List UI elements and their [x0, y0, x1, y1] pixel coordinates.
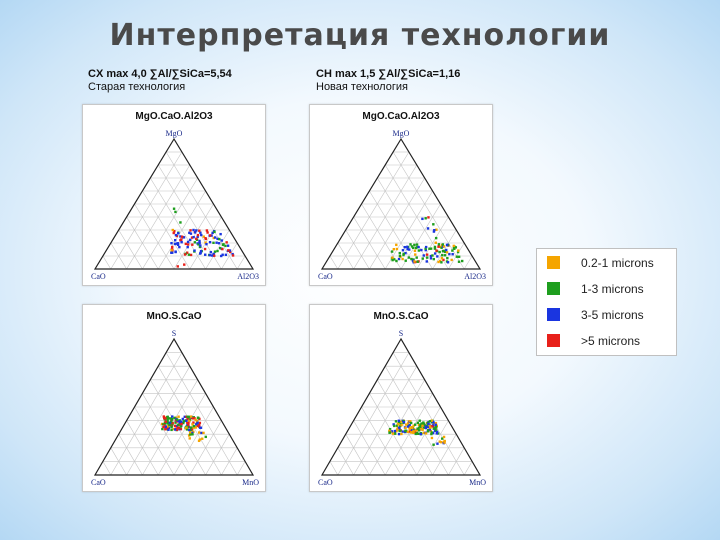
legend-swatch-blue — [547, 308, 560, 321]
vertex-label-left: CaO — [318, 478, 333, 487]
vertex-label-right: MnO — [469, 478, 486, 487]
vertex-label-right: Al2O3 — [237, 272, 259, 281]
vertex-label-right: Al2O3 — [464, 272, 486, 281]
legend-label: 0.2-1 microns — [581, 256, 654, 270]
size-legend: 0.2-1 microns 1-3 microns 3-5 microns >5… — [536, 248, 677, 356]
plot-title: MgO.CaO.Al2O3 — [135, 111, 213, 122]
ternary-grid — [329, 151, 473, 270]
old-tech-params: CX max 4,0 ∑Al/∑SiCa=5,54 — [88, 68, 232, 80]
plot-title: MnO.S.CaO — [146, 311, 201, 322]
old-tech-label: Старая технология — [88, 81, 186, 93]
old-tech-header: CX max 4,0 ∑Al/∑SiCa=5,54 Старая техноло… — [88, 68, 232, 94]
vertex-label-top: S — [399, 329, 403, 338]
legend-label: >5 microns — [581, 334, 641, 348]
ternary-plot-mgo-new: MgO.CaO.Al2O3 MgO CaO Al2O3 — [309, 104, 493, 286]
ternary-triangle — [320, 337, 482, 476]
ternary-plot-mgo-old: MgO.CaO.Al2O3 MgO CaO Al2O3 — [82, 104, 266, 286]
point-cloud — [388, 419, 446, 446]
legend-swatch-red — [547, 334, 560, 347]
legend-label: 3-5 microns — [581, 308, 644, 322]
ternary-svg: MnO.S.CaO S CaO MnO — [91, 311, 259, 487]
point-cloud — [170, 207, 235, 268]
ternary-grid — [102, 151, 246, 270]
vertex-label-right: MnO — [242, 478, 259, 487]
vertex-label-left: CaO — [91, 272, 106, 281]
vertex-label-top: MgO — [393, 129, 410, 138]
ternary-plot-mns-new: MnO.S.CaO S CaO MnO — [309, 304, 493, 492]
ternary-svg: MgO.CaO.Al2O3 MgO CaO Al2O3 — [318, 111, 486, 281]
vertex-label-top: S — [172, 329, 176, 338]
slide-title: Интерпретация технологии — [109, 18, 611, 53]
ternary-svg: MgO.CaO.Al2O3 MgO CaO Al2O3 — [91, 111, 259, 281]
plot-title: MnO.S.CaO — [373, 311, 428, 322]
ternary-grid — [329, 352, 473, 476]
legend-swatch-green — [547, 282, 560, 295]
new-tech-params: CH max 1,5 ∑Al/∑SiCa=1,16 — [316, 68, 461, 80]
ternary-triangle — [93, 137, 255, 270]
ternary-plot-mns-old: MnO.S.CaO S CaO MnO — [82, 304, 266, 492]
new-tech-label: Новая технология — [316, 81, 408, 93]
plot-title: MgO.CaO.Al2O3 — [362, 111, 440, 122]
legend-label: 1-3 microns — [581, 282, 644, 296]
new-tech-header: CH max 1,5 ∑Al/∑SiCa=1,16 Новая технолог… — [316, 68, 460, 94]
vertex-label-left: CaO — [91, 478, 106, 487]
point-cloud — [160, 415, 207, 443]
ternary-svg: MnO.S.CaO S CaO MnO — [318, 311, 486, 487]
ternary-triangle — [320, 137, 482, 270]
point-cloud — [390, 216, 464, 264]
ternary-triangle — [93, 337, 255, 476]
legend-swatch-orange — [547, 256, 560, 269]
vertex-label-left: CaO — [318, 272, 333, 281]
ternary-grid — [102, 352, 246, 476]
vertex-label-top: MgO — [166, 129, 183, 138]
